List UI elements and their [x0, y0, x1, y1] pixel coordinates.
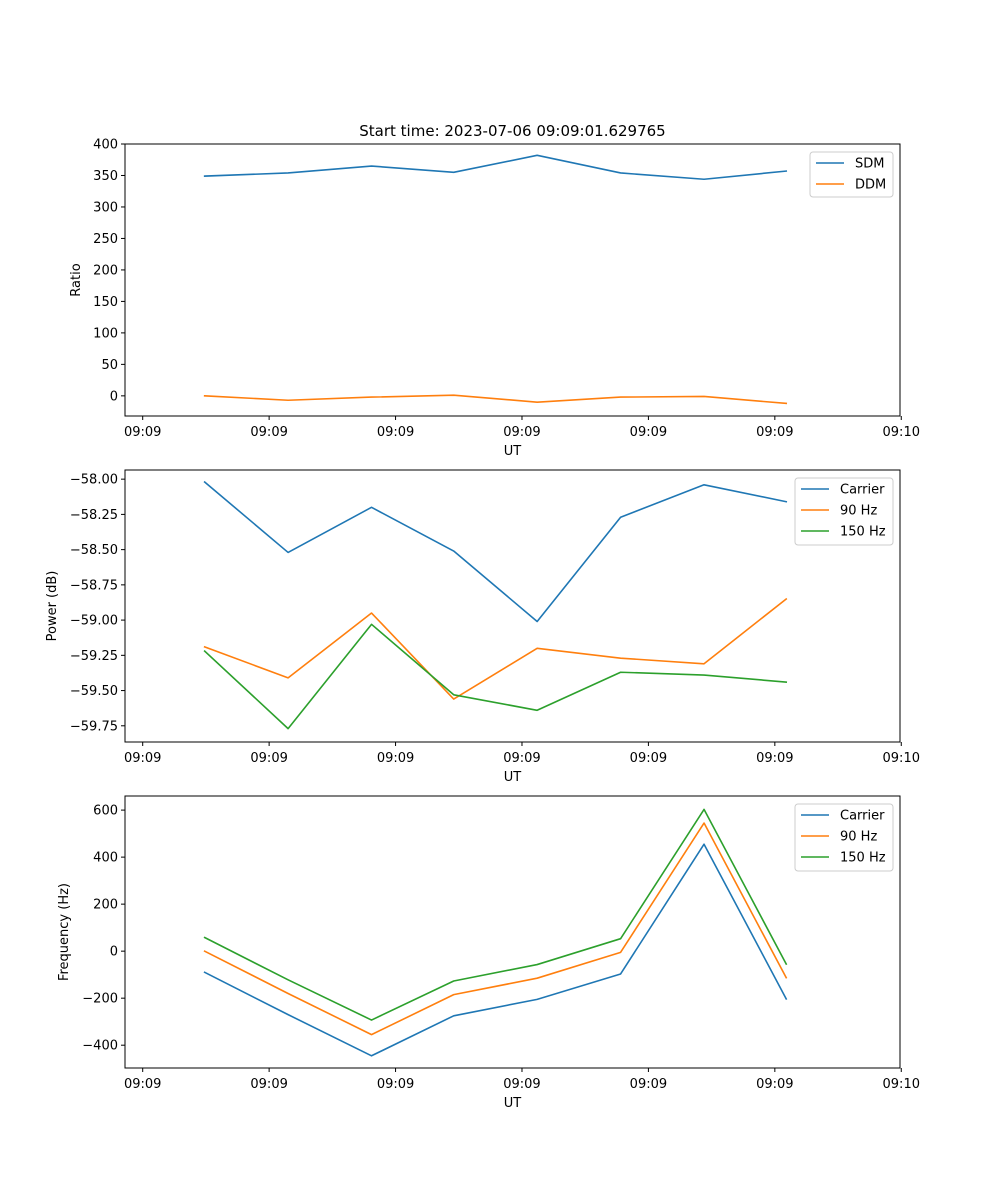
- y-tick-label: 0: [110, 389, 118, 404]
- y-axis-label: Ratio: [69, 263, 84, 296]
- x-tick-label: 09:09: [756, 751, 793, 766]
- x-tick-label: 09:09: [250, 751, 287, 766]
- x-tick-label: 09:10: [883, 425, 920, 440]
- plot-frame: [124, 469, 901, 743]
- series-line-carrier: [203, 843, 788, 1057]
- x-tick-label: 09:09: [377, 1077, 414, 1092]
- y-tick-label: −59.00: [70, 614, 118, 629]
- series-line-90-hz: [203, 597, 788, 700]
- x-tick-label: 09:09: [503, 1077, 540, 1092]
- x-tick-label: 09:09: [503, 751, 540, 766]
- x-tick-label: 09:09: [503, 425, 540, 440]
- legend-box: [794, 477, 894, 546]
- y-axis-label: Frequency (Hz): [57, 883, 72, 981]
- y-tick-label: −58.25: [70, 508, 118, 523]
- chart-panel-3: 09:09 09:09 09:09 09:09 09:09 09:09 09:10 −400 −…: [57, 795, 920, 1111]
- y-tick-label: −200: [82, 992, 118, 1007]
- legend-label: DDM: [855, 178, 886, 193]
- y-tick-label: −59.75: [70, 719, 118, 734]
- series-line-carrier: [203, 480, 788, 623]
- x-tick-label: 09:10: [883, 1077, 920, 1092]
- plot-frame: [124, 795, 901, 1069]
- chart-panel-2: 09:09 09:09 09:09 09:09 09:09 09:09 09:10 −59.7…: [45, 469, 920, 785]
- y-tick-label: 600: [93, 804, 118, 819]
- y-tick-label: −59.50: [70, 684, 118, 699]
- legend-label: 150 Hz: [840, 851, 886, 866]
- plot-frame: [124, 143, 901, 417]
- x-tick-label: 09:09: [124, 1077, 161, 1092]
- legend-label: 150 Hz: [840, 525, 886, 540]
- y-axis-label: Power (dB): [45, 571, 60, 642]
- y-tick-label: −58.00: [70, 473, 118, 488]
- legend-box: [794, 803, 894, 872]
- series-line-150-hz: [203, 623, 788, 730]
- x-tick-label: 09:09: [377, 425, 414, 440]
- series-line-ddm: [203, 394, 788, 405]
- y-tick-label: 50: [101, 358, 118, 373]
- legend-label: Carrier: [840, 483, 885, 498]
- x-tick-label: 09:09: [250, 425, 287, 440]
- y-tick-label: 250: [93, 232, 118, 247]
- y-tick-label: −58.75: [70, 578, 118, 593]
- y-tick-label: −58.50: [70, 543, 118, 558]
- x-tick-label: 09:09: [756, 425, 793, 440]
- y-tick-label: 400: [93, 851, 118, 866]
- x-tick-label: 09:09: [124, 751, 161, 766]
- x-tick-label: 09:09: [756, 1077, 793, 1092]
- x-tick-label: 09:10: [883, 751, 920, 766]
- legend: Carrier 90 Hz 150 Hz: [794, 803, 894, 872]
- legend-label: 90 Hz: [840, 830, 877, 845]
- y-tick-label: −59.25: [70, 649, 118, 664]
- x-axis-label: UT: [504, 444, 522, 459]
- chart-title: Start time: 2023-07-06 09:09:01.629765: [359, 122, 665, 140]
- y-tick-label: 300: [93, 200, 118, 215]
- x-tick-label: 09:09: [377, 751, 414, 766]
- y-tick-label: −400: [82, 1039, 118, 1054]
- x-tick-label: 09:09: [250, 1077, 287, 1092]
- y-tick-label: 0: [110, 945, 118, 960]
- x-tick-label: 09:09: [630, 1077, 667, 1092]
- x-tick-label: 09:09: [630, 751, 667, 766]
- y-tick-label: 400: [93, 138, 118, 153]
- y-tick-label: 350: [93, 169, 118, 184]
- y-tick-label: 100: [93, 326, 118, 341]
- panels: 09:09 09:09 09:09 09:09 09:09 09:09 09:10 0 50 10…: [45, 138, 920, 1112]
- series-line-90-hz: [203, 822, 788, 1036]
- x-tick-label: 09:09: [630, 425, 667, 440]
- series-line-sdm: [203, 154, 788, 181]
- y-tick-label: 200: [93, 263, 118, 278]
- legend-label: Carrier: [840, 809, 885, 824]
- x-axis-label: UT: [504, 1096, 522, 1111]
- legend-label: 90 Hz: [840, 504, 877, 519]
- series-line-150-hz: [203, 808, 788, 1021]
- chart-panel-1: 09:09 09:09 09:09 09:09 09:09 09:09 09:10 0 50 10…: [69, 138, 920, 460]
- y-tick-label: 200: [93, 898, 118, 913]
- legend: SDM DDM: [809, 151, 894, 198]
- x-axis-label: UT: [504, 770, 522, 785]
- legend: Carrier 90 Hz 150 Hz: [794, 477, 894, 546]
- legend-label: SDM: [855, 157, 884, 172]
- x-tick-label: 09:09: [124, 425, 161, 440]
- y-tick-label: 150: [93, 295, 118, 310]
